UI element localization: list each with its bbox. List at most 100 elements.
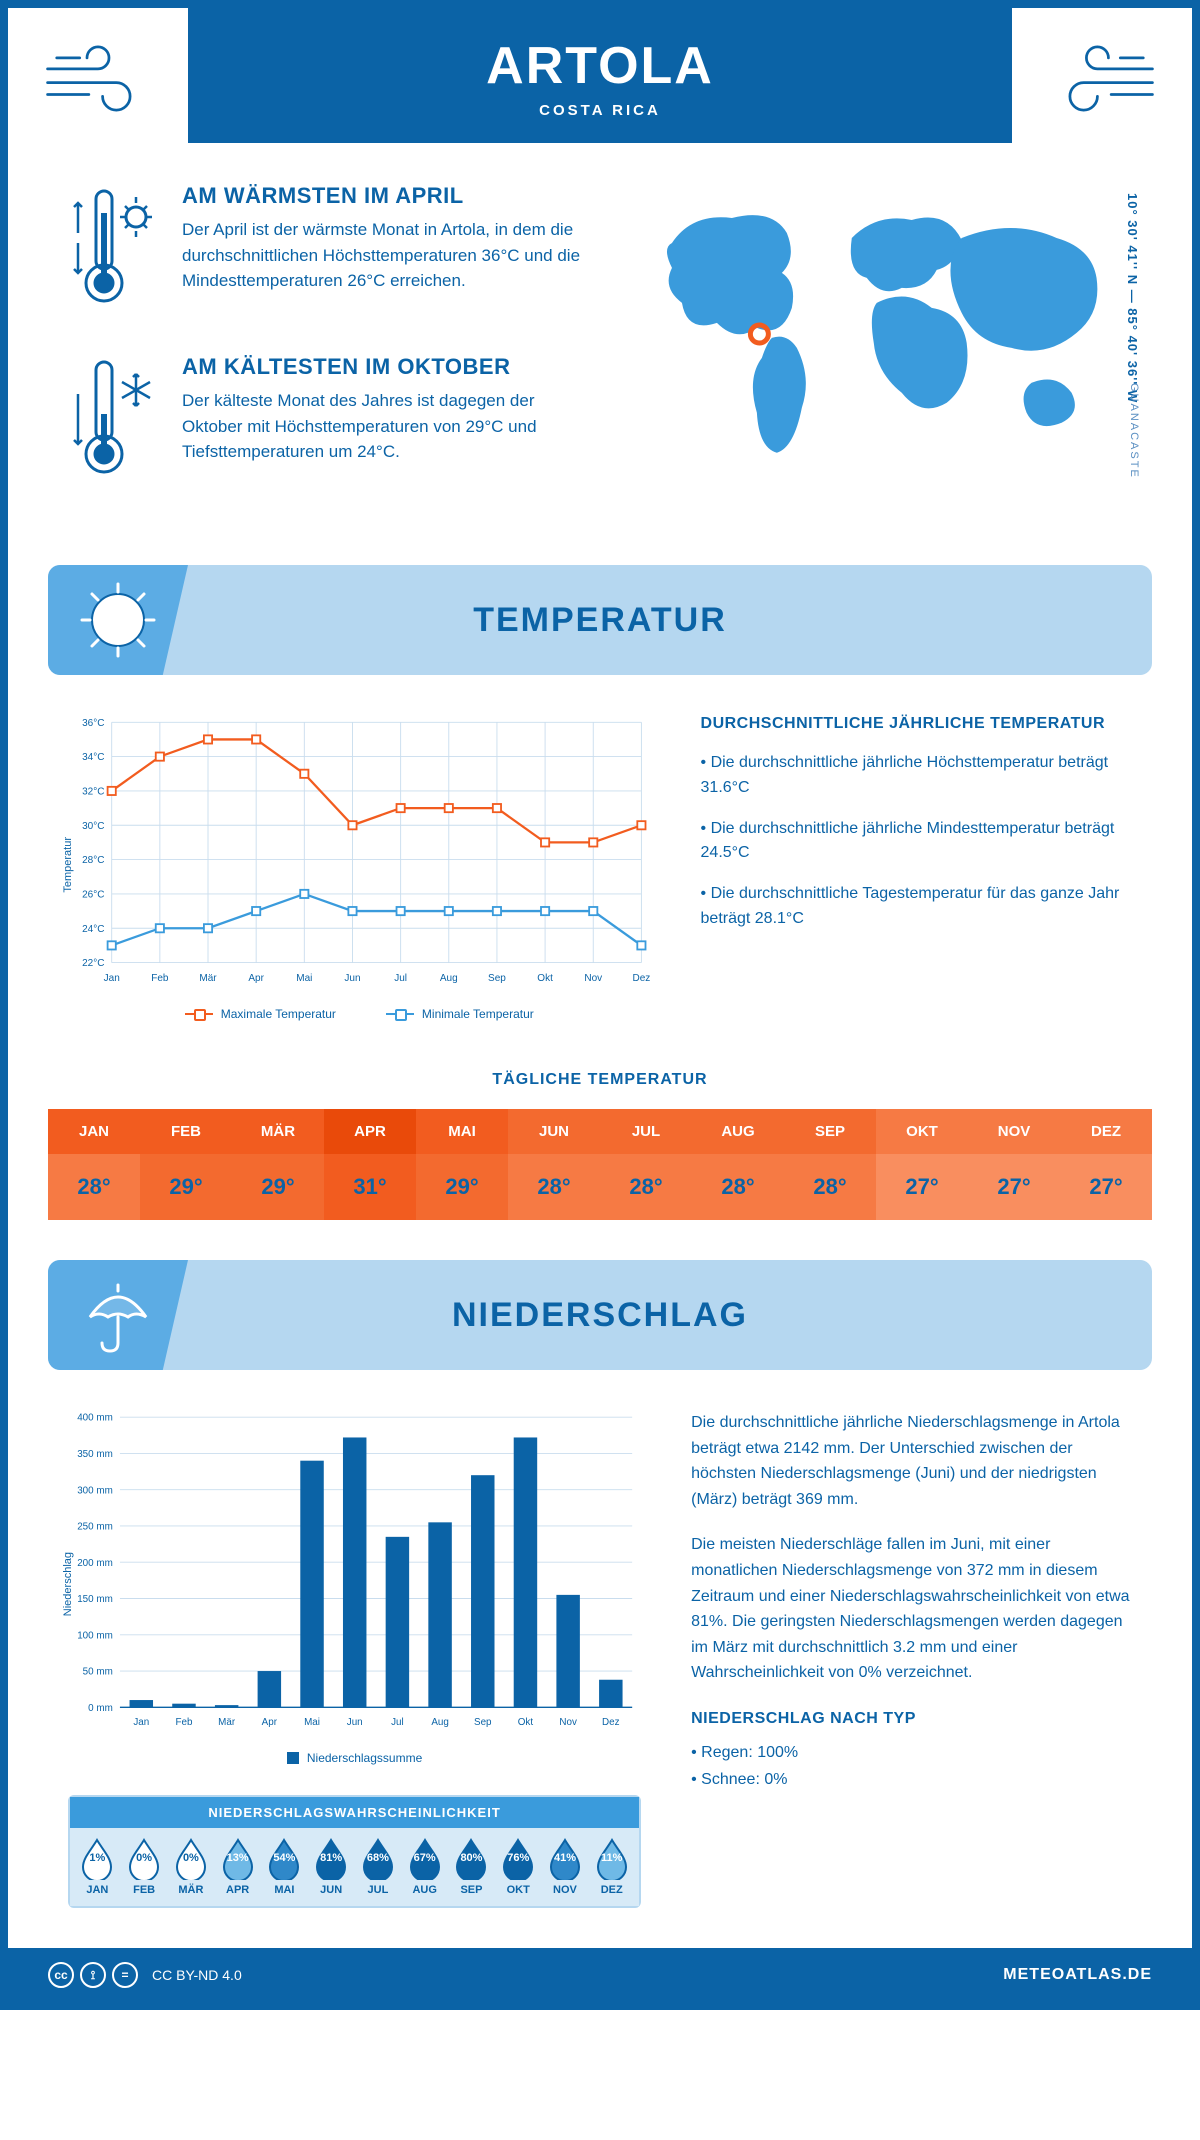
precipitation-banner: NIEDERSCHLAG	[48, 1260, 1152, 1370]
hottest-fact: AM WÄRMSTEN IM APRIL Der April ist der w…	[68, 183, 592, 318]
daily-value: 29°	[232, 1154, 324, 1220]
daily-month: MÄR	[232, 1109, 324, 1154]
raindrop-icon: 67%	[408, 1838, 442, 1880]
page-frame: ARTOLA COSTA RICA	[0, 0, 1200, 2010]
svg-text:Apr: Apr	[248, 973, 264, 984]
probability-cell: 0% FEB	[121, 1838, 168, 1896]
daily-month: SEP	[784, 1109, 876, 1154]
legend-max: Maximale Temperatur	[221, 1007, 336, 1021]
license-text: CC BY-ND 4.0	[152, 1967, 242, 1983]
precip-y-label: Niederschlag	[62, 1552, 74, 1616]
raindrop-icon: 76%	[501, 1838, 535, 1880]
temperature-legend: Maximale Temperatur Minimale Temperatur	[68, 1007, 651, 1021]
daily-value: 28°	[508, 1154, 600, 1220]
raindrop-icon: 54%	[267, 1838, 301, 1880]
daily-value: 29°	[140, 1154, 232, 1220]
hottest-body: Der April ist der wärmste Monat in Artol…	[182, 217, 592, 294]
svg-text:150 mm: 150 mm	[77, 1594, 113, 1605]
svg-text:Mär: Mär	[218, 1717, 236, 1728]
svg-text:Aug: Aug	[440, 973, 458, 984]
svg-text:Okt: Okt	[537, 973, 553, 984]
coldest-heading: AM KÄLTESTEN IM OKTOBER	[182, 354, 592, 380]
precip-legend-label: Niederschlagssumme	[307, 1751, 422, 1765]
daily-value: 27°	[968, 1154, 1060, 1220]
probability-cell: 68% JUL	[355, 1838, 402, 1896]
precip-paragraph: Die durchschnittliche jährliche Niedersc…	[691, 1410, 1132, 1512]
daily-month: JUN	[508, 1109, 600, 1154]
header: ARTOLA COSTA RICA	[8, 8, 1192, 143]
probability-cell: 54% MAI	[261, 1838, 308, 1896]
raindrop-icon: 81%	[314, 1838, 348, 1880]
daily-value: 27°	[1060, 1154, 1152, 1220]
daily-value: 28°	[600, 1154, 692, 1220]
precip-type-bullet: • Schnee: 0%	[691, 1767, 1132, 1793]
svg-text:Aug: Aug	[431, 1717, 449, 1728]
cc-icon: cc	[48, 1962, 74, 1988]
raindrop-icon: 0%	[127, 1838, 161, 1880]
svg-text:Jan: Jan	[133, 1717, 149, 1728]
svg-text:32°C: 32°C	[82, 787, 104, 798]
svg-text:300 mm: 300 mm	[77, 1485, 113, 1496]
temp-bullet: • Die durchschnittliche Tagestemperatur …	[701, 882, 1132, 932]
legend-min: Minimale Temperatur	[422, 1007, 534, 1021]
svg-text:Jan: Jan	[104, 973, 120, 984]
coldest-body: Der kälteste Monat des Jahres ist dagege…	[182, 388, 592, 465]
sun-icon	[48, 565, 188, 675]
by-icon: ⟟	[80, 1962, 106, 1988]
temp-bullet: • Die durchschnittliche jährliche Höchst…	[701, 751, 1132, 801]
daily-value: 28°	[48, 1154, 140, 1220]
svg-text:400 mm: 400 mm	[77, 1413, 113, 1424]
site-name: METEOATLAS.DE	[1003, 1966, 1152, 1984]
svg-text:Mai: Mai	[296, 973, 312, 984]
probability-cell: 81% JUN	[308, 1838, 355, 1896]
svg-text:Feb: Feb	[175, 1717, 192, 1728]
raindrop-icon: 13%	[221, 1838, 255, 1880]
wind-icon-left	[8, 8, 188, 148]
daily-month: JUL	[600, 1109, 692, 1154]
cc-icons: cc ⟟ =	[48, 1962, 138, 1988]
raindrop-icon: 80%	[454, 1838, 488, 1880]
raindrop-icon: 0%	[174, 1838, 208, 1880]
thermometer-cold-icon	[68, 354, 158, 489]
wind-icon-right	[1012, 8, 1192, 148]
svg-text:22°C: 22°C	[82, 958, 104, 969]
precip-type-bullet: • Regen: 100%	[691, 1740, 1132, 1766]
precip-legend: Niederschlagssumme	[68, 1751, 641, 1765]
svg-text:Jun: Jun	[344, 973, 360, 984]
daily-value: 29°	[416, 1154, 508, 1220]
svg-text:28°C: 28°C	[82, 855, 104, 866]
raindrop-icon: 11%	[595, 1838, 629, 1880]
probability-cell: 76% OKT	[495, 1838, 542, 1896]
temp-text-heading: DURCHSCHNITTLICHE JÄHRLICHE TEMPERATUR	[701, 715, 1132, 733]
intro-row: AM WÄRMSTEN IM APRIL Der April ist der w…	[8, 143, 1192, 555]
temp-y-label: Temperatur	[62, 837, 74, 893]
svg-text:34°C: 34°C	[82, 752, 104, 763]
probability-cell: 0% MÄR	[168, 1838, 215, 1896]
thermometer-hot-icon	[68, 183, 158, 318]
svg-text:30°C: 30°C	[82, 821, 104, 832]
precipitation-summary: Die durchschnittliche jährliche Niedersc…	[691, 1410, 1132, 1908]
svg-text:Mai: Mai	[304, 1717, 320, 1728]
probability-cell: 11% DEZ	[588, 1838, 635, 1896]
svg-text:24°C: 24°C	[82, 924, 104, 935]
probability-box: NIEDERSCHLAGSWAHRSCHEINLICHKEIT 1% JAN 0…	[68, 1795, 641, 1908]
daily-value: 31°	[324, 1154, 416, 1220]
daily-month: AUG	[692, 1109, 784, 1154]
svg-text:36°C: 36°C	[82, 718, 104, 729]
svg-text:Okt: Okt	[518, 1717, 534, 1728]
daily-temp-heading: TÄGLICHE TEMPERATUR	[8, 1071, 1192, 1089]
daily-month: MAI	[416, 1109, 508, 1154]
daily-month: JAN	[48, 1109, 140, 1154]
svg-text:200 mm: 200 mm	[77, 1558, 113, 1569]
svg-text:Mär: Mär	[199, 973, 217, 984]
probability-cell: 13% APR	[214, 1838, 261, 1896]
svg-text:Sep: Sep	[474, 1717, 492, 1728]
svg-text:Nov: Nov	[559, 1717, 577, 1728]
svg-text:Feb: Feb	[151, 973, 169, 984]
daily-value: 28°	[692, 1154, 784, 1220]
temp-bullet: • Die durchschnittliche jährliche Mindes…	[701, 817, 1132, 867]
probability-cell: 41% NOV	[542, 1838, 589, 1896]
region-label: GUANACASTE	[1128, 383, 1140, 479]
coordinates: 10° 30' 41'' N — 85° 40' 36'' W	[1125, 193, 1140, 403]
coldest-fact: AM KÄLTESTEN IM OKTOBER Der kälteste Mon…	[68, 354, 592, 489]
